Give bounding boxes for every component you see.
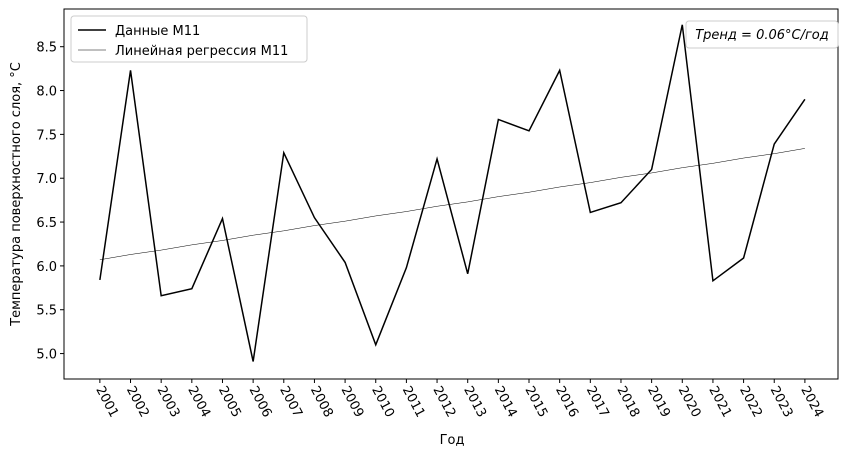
x-tick-label: 2021 bbox=[705, 384, 734, 420]
y-tick-label: 7.0 bbox=[36, 172, 57, 187]
x-tick-label: 2016 bbox=[552, 384, 581, 420]
y-tick-label: 6.5 bbox=[36, 216, 57, 231]
annotation: Тренд = 0.06°C/год bbox=[695, 28, 829, 43]
x-tick-label: 2003 bbox=[154, 384, 183, 420]
x-axis-label: Год bbox=[440, 433, 465, 448]
x-tick-label: 2023 bbox=[767, 384, 796, 420]
x-tick-label: 2002 bbox=[123, 384, 152, 420]
x-tick-label: 2022 bbox=[736, 384, 765, 420]
y-tick-label: 5.5 bbox=[36, 304, 57, 319]
x-tick-label: 2010 bbox=[368, 384, 397, 420]
x-tick-label: 2006 bbox=[246, 384, 275, 420]
x-tick-label: 2013 bbox=[460, 384, 489, 420]
x-tick-label: 2004 bbox=[184, 384, 213, 420]
x-tick-label: 2005 bbox=[215, 384, 244, 420]
data-line bbox=[99, 148, 805, 261]
legend: Данные M11 Линейная регрессия M11 bbox=[70, 15, 308, 63]
annotation-frame bbox=[685, 20, 839, 49]
x-tick-label: 2001 bbox=[92, 384, 121, 420]
x-tick-label: 2019 bbox=[644, 384, 673, 420]
x-tick-label: 2012 bbox=[430, 384, 459, 420]
y-axis-label: Температура поверхностного слоя, °C bbox=[9, 62, 24, 327]
y-tick-label: 8.5 bbox=[36, 41, 57, 56]
x-tick-label: 2015 bbox=[521, 384, 550, 420]
legend-label: Линейная регрессия M11 bbox=[115, 44, 288, 59]
legend-frame bbox=[70, 15, 308, 63]
x-tick-label: 2009 bbox=[338, 384, 367, 420]
y-tick-label: 5.0 bbox=[36, 348, 57, 363]
y-tick-label: 7.5 bbox=[36, 128, 57, 143]
x-tick-label: 2008 bbox=[307, 384, 336, 420]
data-line bbox=[99, 24, 806, 362]
x-tick-label: 2024 bbox=[797, 384, 826, 420]
legend-label: Данные M11 bbox=[115, 24, 200, 39]
x-tick-label: 2020 bbox=[675, 384, 704, 420]
y-tick-label: 8.0 bbox=[36, 85, 57, 100]
y-tick-label: 6.0 bbox=[36, 260, 57, 275]
x-tick-label: 2017 bbox=[583, 384, 612, 420]
x-tick-label: 2014 bbox=[491, 384, 520, 420]
x-tick-label: 2007 bbox=[276, 384, 305, 420]
plot-frame bbox=[63, 8, 839, 380]
x-tick-label: 2018 bbox=[613, 384, 642, 420]
x-tick-label: 2011 bbox=[399, 384, 428, 420]
